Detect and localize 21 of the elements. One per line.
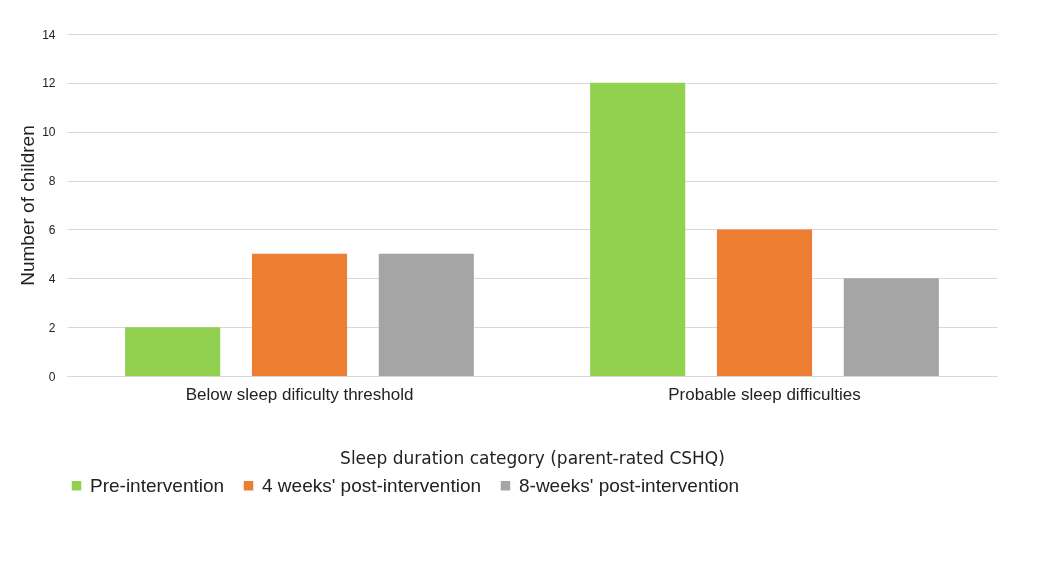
y-axis-title: Number of children [17,125,39,286]
x-tick-label: Below sleep dificulty threshold [185,384,414,404]
legend-label: 8-weeks' post-intervention [519,474,740,496]
y-tick-label: 0 [48,369,56,384]
legend-label: Pre-intervention [90,474,225,496]
bar [590,82,686,376]
x-axis-title: Sleep duration category (parent-rated CSHQ) [340,447,725,468]
y-tick-label: 4 [48,271,56,286]
bar [378,253,474,376]
x-tick-label: Probable sleep difficulties [668,384,861,404]
bar [716,229,813,376]
y-tick-label: 14 [42,27,56,42]
bar [251,253,348,376]
bar [843,278,939,376]
y-tick-label: 10 [42,125,56,140]
y-tick-label: 12 [42,76,56,91]
y-tick-label: 6 [48,222,56,237]
y-tick-label: 2 [48,320,56,335]
bar [125,327,221,376]
y-tick-label: 8 [48,174,56,189]
legend-label: 4 weeks' post-intervention [262,474,482,496]
